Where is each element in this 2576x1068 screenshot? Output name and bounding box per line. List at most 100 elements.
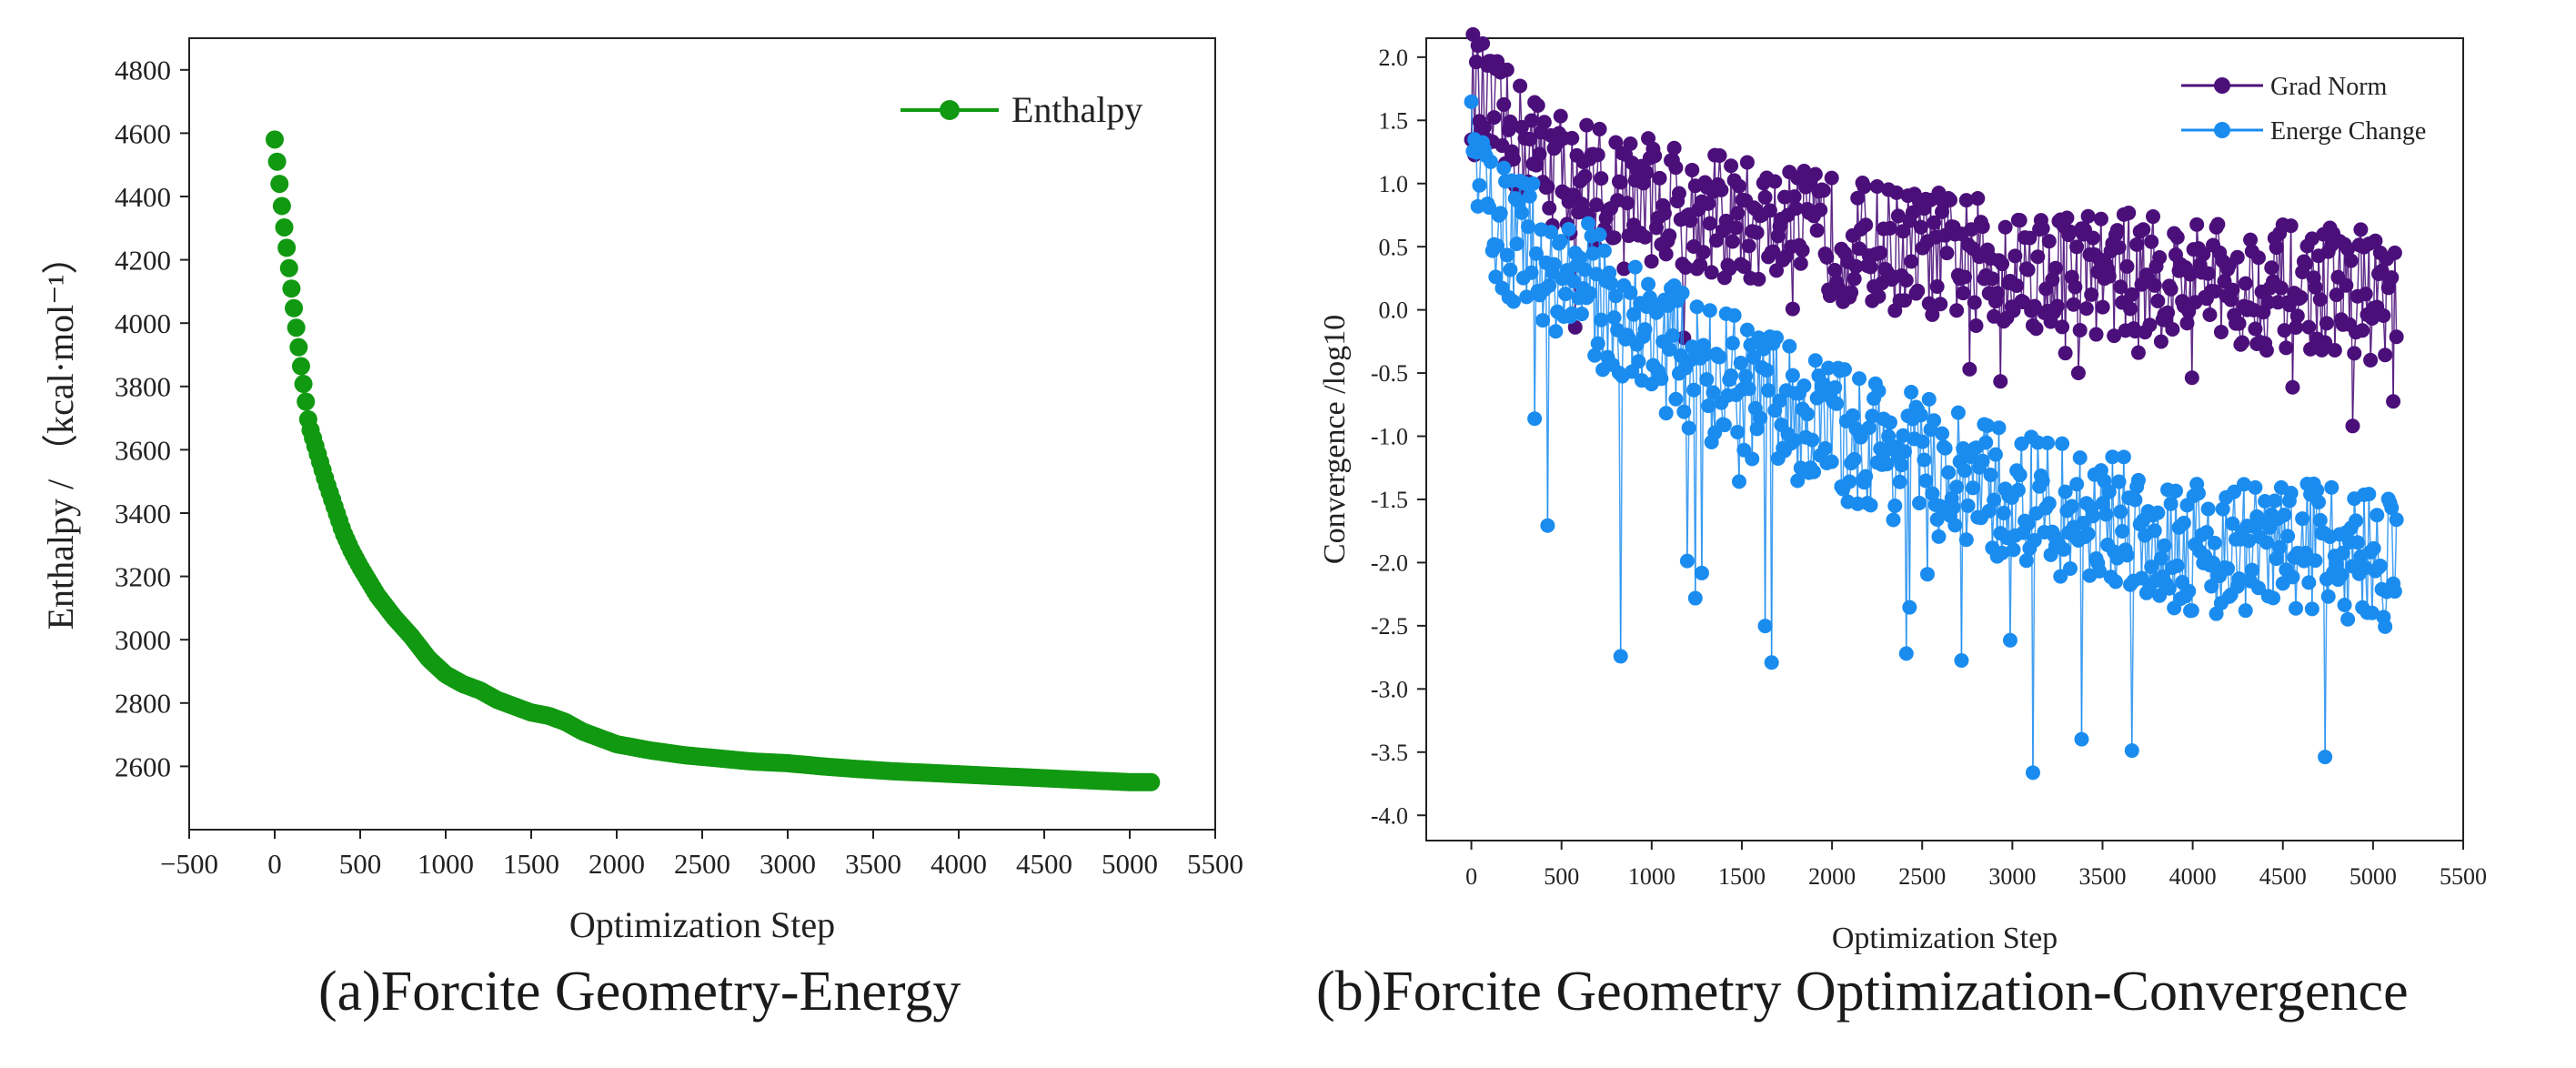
energe-change-link (2169, 503, 2174, 569)
energe-change-link (1770, 343, 1775, 663)
x-tick-label: 5000 (2350, 863, 2397, 890)
x-tick-label: 3000 (1988, 863, 2036, 890)
caption-b: (b)Forcite Geometry Optimization-Converg… (1316, 961, 2409, 1023)
energe-change-link (1589, 236, 1593, 294)
grad-norm-link (1710, 191, 1715, 273)
grad-norm-link (1585, 125, 1589, 216)
energe-change-link (1753, 357, 1756, 408)
energe-change-point (1745, 451, 1760, 467)
enthalpy-point (289, 338, 308, 357)
energe-change-link (1844, 369, 1847, 421)
grad-norm-link (2016, 219, 2019, 287)
grad-norm-link (2266, 302, 2269, 351)
energe-change-link (2220, 509, 2224, 603)
energe-change-link (2131, 580, 2135, 751)
y-tick-label: 2600 (115, 751, 171, 782)
grad-norm-series (1464, 26, 2404, 434)
energe-change-link (2191, 496, 2195, 611)
enthalpy-point (297, 392, 316, 411)
y-tick-label: 4400 (115, 181, 171, 213)
energe-change-link (2376, 515, 2380, 568)
energe-change-link (1980, 460, 1984, 519)
energe-change-point (1853, 429, 1868, 445)
legend-label-grad-norm: Grad Norm (2270, 73, 2388, 101)
y-tick-label: 3400 (115, 498, 171, 529)
energe-change-link (2258, 537, 2261, 589)
energe-change-link (2361, 494, 2365, 608)
legend-label-energe-change: Energe Change (2270, 117, 2426, 146)
energe-change-link (1665, 306, 1669, 414)
y-tick-label: -2.0 (1371, 550, 1408, 577)
x-tick-label: 3500 (845, 848, 901, 880)
grad-norm-link (2351, 353, 2356, 427)
grad-norm-link (1714, 155, 1717, 241)
enthalpy-point (291, 357, 310, 376)
enthalpy-point (272, 196, 291, 216)
energe-change-link (2173, 490, 2177, 609)
x-tick-label: 2000 (589, 848, 645, 880)
grad-norm-point (2353, 222, 2369, 237)
energe-change-link (2063, 491, 2067, 549)
energe-change-link (1838, 370, 1843, 487)
grad-norm-link (1902, 231, 1906, 301)
x-axis-label: Optimization Step (569, 904, 835, 945)
energe-change-link (1524, 183, 1527, 297)
energe-change-link (1546, 286, 1550, 526)
caption-a: (a)Forcite Geometry-Energy (318, 961, 961, 1023)
y-tick-label: 0.5 (1379, 234, 1409, 260)
grad-norm-link (2191, 249, 2195, 378)
energe-change-link (2009, 497, 2013, 640)
energe-change-link (2371, 548, 2375, 613)
energe-change-link (1534, 253, 1537, 419)
grad-norm-point (2389, 329, 2404, 345)
enthalpy-point (279, 258, 298, 277)
grad-norm-link (1563, 137, 1566, 194)
y-tick-label: 3600 (115, 434, 171, 466)
grad-norm-link (2380, 270, 2385, 316)
energe-change-point (2389, 512, 2404, 528)
grad-norm-link (2056, 221, 2060, 307)
x-tick-label: 3000 (760, 848, 816, 880)
grad-norm-link (1757, 216, 1761, 279)
y-tick-label: -3.5 (1371, 740, 1408, 766)
x-tick-label: 500 (339, 848, 382, 880)
energe-change-link (1991, 499, 1995, 549)
grad-norm-link (2152, 217, 2156, 286)
grad-norm-link (1939, 211, 1943, 305)
energe-change-link (2267, 527, 2271, 597)
grad-norm-link (1743, 200, 1746, 267)
energe-change-link (1842, 369, 1846, 489)
energe-change-series (1464, 94, 2404, 781)
grad-norm-link (2258, 257, 2261, 343)
x-tick-label: 2500 (674, 848, 730, 880)
y-tick-label: -2.5 (1371, 613, 1408, 640)
plot-frame (188, 37, 1216, 831)
energe-change-link (2014, 470, 2018, 536)
grad-norm-link (2368, 243, 2371, 360)
grad-norm-link (1650, 148, 1655, 262)
energe-change-link (2324, 579, 2328, 758)
energe-change-link (1490, 161, 1494, 251)
grad-norm-link (1679, 219, 1684, 265)
x-tick-label: 3500 (2078, 863, 2126, 890)
legend-marker-energe-change (2214, 122, 2230, 138)
energe-change-link (1504, 181, 1508, 256)
energe-change-link (1764, 369, 1768, 627)
y-tick-label: 3000 (115, 624, 171, 656)
enthalpy-point (1142, 772, 1161, 791)
y-tick-label: -1.0 (1371, 424, 1408, 450)
grad-norm-link (1823, 190, 1826, 255)
grad-norm-link (2339, 241, 2342, 320)
y-tick-label: -3.0 (1371, 676, 1408, 702)
x-tick-label: 500 (1544, 863, 1579, 890)
grad-norm-link (1668, 160, 1672, 236)
grad-norm-link (1644, 172, 1648, 237)
energe-change-link (1826, 368, 1829, 463)
grad-norm-link (2394, 252, 2398, 338)
energe-change-link (1714, 354, 1717, 433)
energe-change-link (2132, 499, 2137, 581)
energe-change-link (2394, 519, 2398, 592)
energe-change-link (1733, 315, 1737, 396)
x-tick-label: 5000 (1102, 848, 1158, 880)
grad-norm-link (1484, 65, 1489, 139)
